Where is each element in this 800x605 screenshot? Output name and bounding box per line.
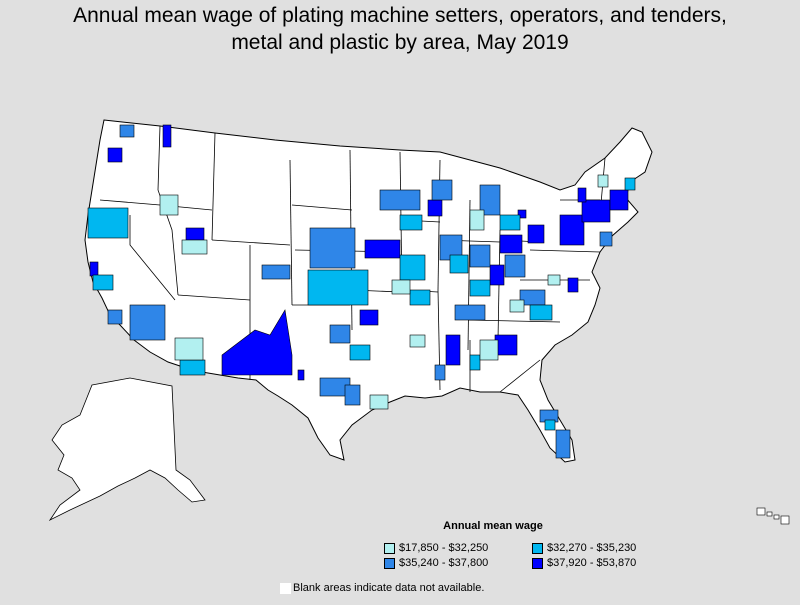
legend-title: Annual mean wage — [443, 520, 543, 532]
map-title: Annual mean wage of plating machine sett… — [0, 2, 800, 56]
legend-item: $37,920 - $53,870 — [532, 557, 682, 569]
legend: Annual mean wage $17,850 - $32,250 $32,2… — [384, 520, 636, 569]
legend-label: $37,920 - $53,870 — [547, 557, 637, 569]
no-data-note: Blank areas indicate data not available. — [280, 582, 484, 594]
legend-item: $17,850 - $32,250 — [384, 542, 532, 554]
legend-grid: $17,850 - $32,250 $32,270 - $35,230 $35,… — [384, 542, 636, 569]
legend-swatch — [384, 557, 395, 569]
alaska-shape — [48, 377, 206, 522]
legend-label: $17,850 - $32,250 — [399, 542, 489, 554]
hawaii-shape — [756, 507, 790, 525]
legend-item: $35,240 - $37,800 — [384, 557, 532, 569]
legend-swatch — [532, 542, 543, 554]
map-title-line-2: metal and plastic by area, May 2019 — [231, 31, 569, 54]
legend-label: $32,270 - $35,230 — [547, 542, 637, 554]
map-title-line-1: Annual mean wage of plating machine sett… — [73, 4, 727, 27]
legend-item: $32,270 - $35,230 — [532, 542, 682, 554]
no-data-note-text: Blank areas indicate data not available. — [293, 582, 485, 594]
no-data-swatch — [280, 582, 291, 594]
metro-areas — [87, 124, 636, 459]
legend-label: $35,240 - $37,800 — [399, 557, 489, 569]
legend-swatch — [384, 542, 395, 554]
legend-swatch — [532, 557, 543, 569]
